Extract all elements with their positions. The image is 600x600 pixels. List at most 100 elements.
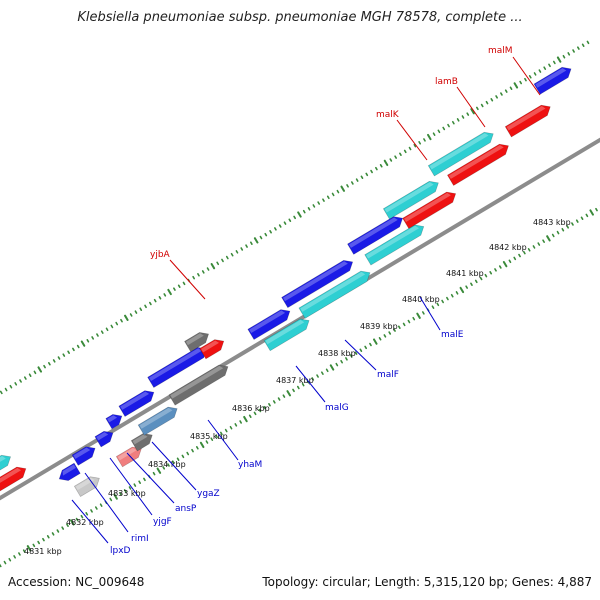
tick-mark (354, 351, 358, 355)
leader-line (151, 441, 197, 491)
tick-mark (336, 189, 340, 194)
tick-mark (33, 370, 37, 375)
tick-mark (528, 75, 532, 79)
tick-mark (586, 40, 590, 45)
feature-highlight (120, 391, 150, 410)
tick-mark (585, 213, 589, 218)
gene-label-malG[interactable]: malG (325, 403, 349, 413)
tick-mark (67, 350, 70, 355)
feature (347, 216, 403, 255)
feature-highlight (62, 464, 76, 476)
feature-highlight (117, 447, 137, 461)
tick-mark (205, 440, 209, 444)
tick-mark (268, 403, 271, 407)
tick-mark (459, 286, 465, 294)
tick-mark (123, 489, 127, 493)
gene-label-yjgF[interactable]: yjgF (153, 517, 172, 527)
tick-mark (562, 54, 566, 59)
tick-label-4832: 4832 kbp (66, 518, 104, 527)
feature-shape (118, 390, 155, 417)
feature-shape (105, 414, 123, 430)
leader-line (207, 419, 239, 461)
tick-mark (301, 382, 305, 387)
tick-mark (418, 141, 422, 145)
tick-mark (221, 258, 224, 263)
tick-mark (192, 275, 196, 280)
tick-mark (466, 112, 470, 116)
tick-mark (498, 265, 502, 269)
tick-mark (372, 338, 378, 345)
tick-mark (383, 159, 389, 167)
gene-label-lpxD[interactable]: lpxD (110, 546, 131, 556)
feature-highlight (132, 434, 148, 445)
tick-mark (206, 267, 210, 271)
feature (533, 66, 572, 95)
tick-mark (239, 420, 242, 424)
gene-label-ygaZ[interactable]: ygaZ (197, 489, 220, 499)
gene-label-yjbA[interactable]: yjbA (150, 250, 171, 260)
tick-mark (158, 295, 162, 300)
tick-mark (369, 342, 372, 347)
feature-highlight (403, 192, 451, 223)
tick-mark (124, 314, 129, 321)
tick-mark (345, 357, 348, 361)
feature (364, 224, 425, 266)
tick-mark (19, 379, 22, 383)
feature (118, 390, 155, 417)
feature-highlight (300, 271, 366, 312)
tick-mark (52, 359, 56, 363)
gene-label-ansP[interactable]: ansP (175, 504, 197, 514)
feature-highlight (348, 217, 398, 248)
gene-label-malE[interactable]: malE (441, 330, 464, 340)
tick-mark (500, 92, 503, 96)
tick-label-4836: 4836 kbp (232, 404, 270, 413)
tick-mark (312, 204, 316, 208)
gene-label-rimI[interactable]: rimI (131, 534, 149, 544)
tick-mark (349, 354, 353, 358)
tick-mark (316, 374, 319, 378)
tick-mark (581, 43, 585, 47)
tick-mark (128, 486, 132, 490)
tick-mark (230, 252, 234, 257)
tick-label-4841: 4841 kbp (446, 269, 484, 278)
tick-mark (18, 552, 21, 556)
tick-mark (346, 184, 349, 188)
tick-mark (407, 319, 411, 324)
tick-mark (379, 164, 383, 168)
gene-label-malF[interactable]: malF (377, 370, 399, 380)
gene-label-malK[interactable]: malK (376, 110, 400, 120)
tick-mark (119, 491, 122, 496)
tick-mark (442, 126, 446, 131)
tick-mark (191, 448, 194, 453)
tick-mark (133, 483, 137, 487)
gene-label-lamB[interactable]: lamB (435, 77, 458, 87)
tick-mark (156, 467, 162, 474)
tick-label-4842: 4842 kbp (489, 243, 527, 252)
leader-line (512, 56, 541, 96)
tick-mark (397, 325, 401, 330)
tick-mark (355, 178, 359, 182)
gene-label-malM[interactable]: malM (488, 46, 513, 56)
tick-mark (99, 503, 103, 507)
gene-label-yhaM[interactable]: yhaM (238, 460, 262, 470)
feature (0, 454, 11, 490)
tick-mark (234, 423, 238, 427)
tick-mark (441, 299, 444, 304)
tick-mark (46, 534, 50, 539)
tick-mark (423, 138, 426, 142)
feature-shape (115, 446, 142, 468)
tick-mark (538, 69, 542, 73)
tick-mark (9, 384, 13, 389)
outer-tick-track (0, 40, 590, 395)
tick-mark (264, 232, 268, 237)
feature-shape (402, 191, 457, 229)
tick-mark (210, 263, 216, 270)
tick-mark (479, 276, 483, 281)
tick-mark (66, 523, 69, 528)
feature (58, 462, 81, 481)
tick-mark (317, 201, 321, 205)
tick-mark (86, 339, 90, 343)
tick-mark (80, 340, 86, 347)
